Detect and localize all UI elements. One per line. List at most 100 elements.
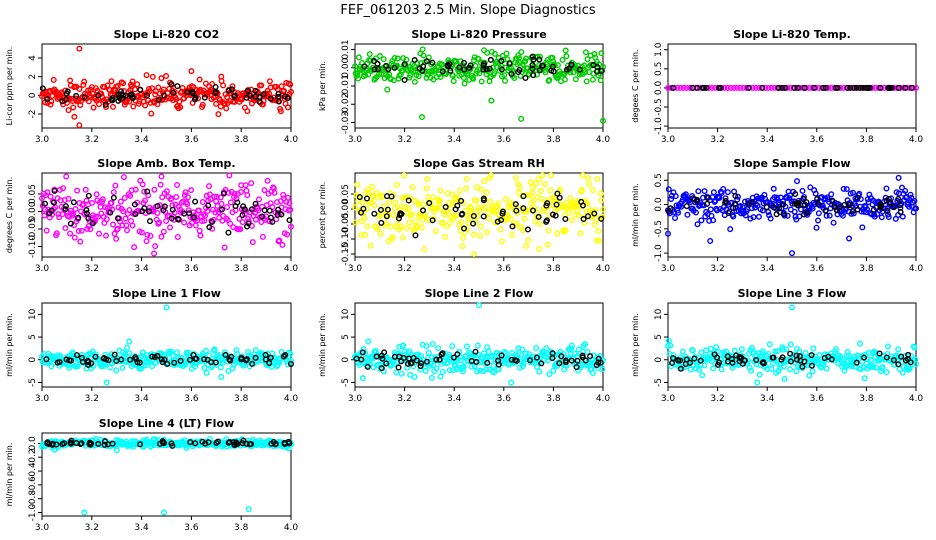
scatter-point [502, 196, 509, 203]
x-tick-label: 4.0 [596, 135, 611, 145]
scatter-point [561, 71, 568, 78]
scatter-point [120, 208, 127, 215]
y-tick-label: -1.0 [654, 117, 664, 135]
scatter-point-black [530, 72, 537, 79]
scatter-point [206, 191, 213, 198]
x-tick-label: 3.8 [546, 394, 561, 404]
scatter-point [423, 185, 430, 192]
x-tick-label: 3.2 [397, 394, 411, 404]
scatter-point [695, 188, 702, 195]
scatter-point-black [358, 209, 365, 216]
scatter-point [74, 187, 81, 194]
scatter-point [284, 104, 291, 111]
scatter-point [204, 207, 211, 214]
panels: Slope Li-820 CO2 3.0 3.2 3.4 3.6 3.8 4.0 -2 0 2 4 L… [5, 28, 923, 533]
scatter-point [698, 349, 705, 356]
scatter-point [226, 172, 233, 179]
chart-title: Slope Amb. Box Temp. [97, 157, 235, 170]
scatter-point-black [467, 62, 474, 69]
scatter-point [408, 211, 415, 218]
scatter-point-black [154, 203, 161, 210]
scatter-point-black [275, 90, 282, 97]
scatter-point [103, 216, 110, 223]
scatter-point-black [888, 84, 895, 91]
y-tick-label: 5 [341, 334, 351, 340]
scatter-outlier [218, 374, 225, 381]
y-tick-label: -0.10 [341, 227, 351, 251]
scatter-point [561, 76, 568, 83]
scatter-point [765, 84, 772, 91]
scatter-point [594, 176, 601, 183]
scatter-point-black [181, 210, 188, 217]
scatter-point [516, 184, 523, 191]
scatter-point [562, 227, 569, 234]
scatter-point [672, 193, 679, 200]
scatter-point [376, 53, 383, 60]
scatter-point [259, 233, 266, 240]
scatter-series [665, 84, 920, 91]
scatter-point-black [160, 207, 167, 214]
scatter-point-black [461, 66, 468, 73]
scatter-outlier [895, 174, 902, 181]
scatter-point [158, 75, 165, 82]
scatter-point [182, 189, 189, 196]
chart-title: Slope Gas Stream RH [413, 157, 545, 170]
scatter-point [521, 215, 528, 222]
scatter-point-black [275, 98, 282, 105]
scatter-point [780, 198, 787, 205]
scatter-point-black [244, 87, 251, 94]
scatter-point-black [456, 64, 463, 71]
scatter-point [754, 202, 761, 209]
scatter-point [429, 194, 436, 201]
scatter-point-black [225, 229, 232, 236]
scatter-point-black [580, 216, 587, 223]
scatter-point-black [201, 94, 208, 101]
scatter-outlier [188, 68, 195, 75]
scatter-point [770, 185, 777, 192]
scatter-outlier [163, 304, 170, 311]
scatter-point [792, 213, 799, 220]
scatter-point [783, 346, 790, 353]
scatter-outlier [789, 304, 796, 311]
scatter-point-black [704, 194, 711, 201]
scatter-point [132, 186, 139, 193]
scatter-point [479, 205, 486, 212]
scatter-point [99, 196, 106, 203]
scatter-point [139, 181, 146, 188]
scatter-point [572, 76, 579, 83]
scatter-point-black [246, 92, 253, 99]
scatter-point [752, 84, 759, 91]
x-tick-label: 3.6 [184, 264, 199, 274]
y-axis-label: ml/min per min. [5, 443, 14, 507]
scatter-point [563, 53, 570, 60]
scatter-point [809, 368, 816, 375]
scatter-point-black [396, 212, 403, 219]
y-tick-label: -5 [341, 378, 351, 387]
scatter-point [411, 78, 418, 85]
scatter-point [255, 207, 262, 214]
scatter-point [287, 206, 294, 213]
scatter-point [567, 350, 574, 357]
scatter-point-black [371, 210, 378, 217]
scatter-outlier [476, 302, 483, 309]
scatter-point-black [169, 206, 176, 213]
scatter-point [376, 213, 383, 220]
scatter-point-black [412, 232, 419, 239]
scatter-point-black [232, 203, 239, 210]
scatter-series [39, 304, 295, 386]
x-tick-label: 3.2 [85, 394, 99, 404]
scatter-point [264, 177, 271, 184]
scatter-point-black [384, 206, 391, 213]
scatter-point [511, 75, 518, 82]
scatter-point [694, 221, 701, 228]
scatter-point [794, 178, 801, 185]
scatter-point [123, 222, 130, 229]
scatter-point [143, 238, 150, 245]
scatter-point [110, 103, 117, 110]
scatter-outlier [71, 113, 78, 120]
y-tick-label: 5 [28, 334, 38, 340]
scatter-point-black [190, 214, 197, 221]
scatter-outlier [76, 122, 83, 129]
scatter-point [465, 220, 472, 227]
x-tick-label: 3.8 [859, 394, 874, 404]
